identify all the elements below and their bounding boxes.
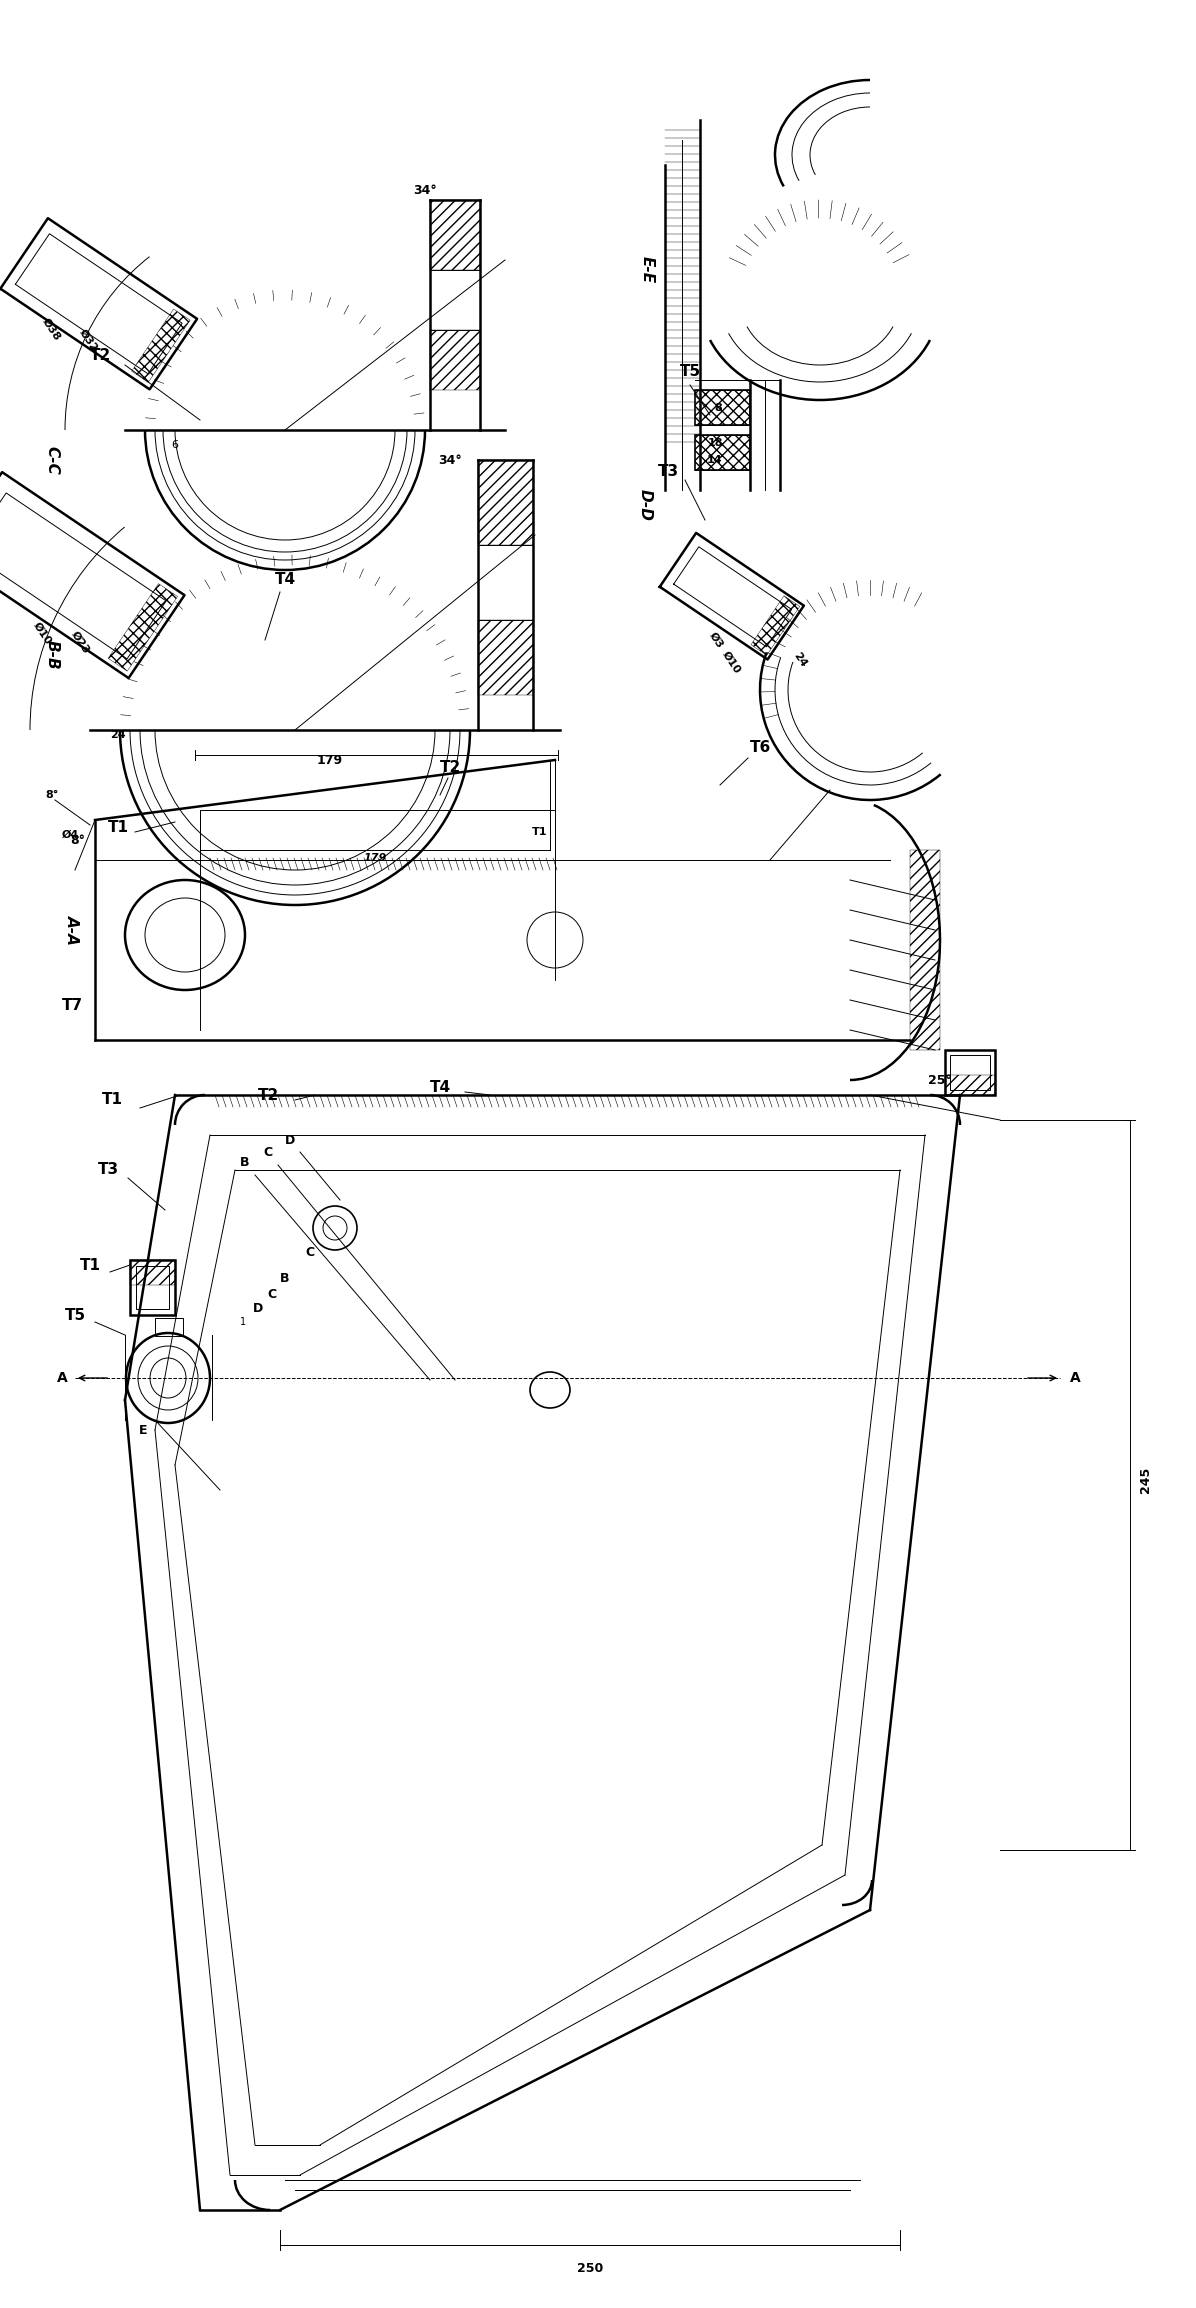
Text: 34°: 34° — [413, 185, 437, 196]
Text: 18: 18 — [707, 439, 722, 448]
Bar — [945, 1076, 995, 1094]
Text: 245: 245 — [1139, 1468, 1152, 1493]
Text: T1: T1 — [102, 1092, 122, 1108]
Bar — [136, 1267, 169, 1309]
Bar — [695, 434, 750, 471]
Text: T7: T7 — [61, 997, 83, 1013]
Text: 179: 179 — [364, 854, 386, 863]
Text: 1: 1 — [240, 1318, 246, 1327]
Text: 24: 24 — [792, 651, 808, 669]
Text: B-B: B-B — [44, 639, 60, 669]
Text: T2: T2 — [90, 349, 110, 362]
Text: B: B — [280, 1272, 289, 1286]
Text: T3: T3 — [97, 1163, 118, 1177]
Text: T5: T5 — [679, 365, 701, 379]
Text: A-A: A-A — [65, 914, 79, 944]
Text: Ø3: Ø3 — [708, 630, 725, 651]
Text: 8°: 8° — [45, 789, 59, 801]
Text: 34°: 34° — [438, 452, 462, 466]
Bar — [431, 201, 480, 270]
Text: C: C — [263, 1145, 273, 1159]
Text: Ø10: Ø10 — [32, 621, 54, 646]
Text: C: C — [268, 1288, 276, 1299]
Text: 14: 14 — [707, 455, 722, 464]
Bar — [945, 1050, 995, 1094]
Bar — [155, 1318, 183, 1336]
Text: 250: 250 — [576, 2262, 603, 2273]
Text: Ø10: Ø10 — [720, 651, 743, 676]
Bar — [695, 390, 750, 425]
Text: C-C: C-C — [44, 445, 60, 475]
Text: 8°: 8° — [71, 833, 85, 847]
Text: D: D — [252, 1302, 263, 1316]
Text: C: C — [305, 1246, 315, 1258]
Text: T1: T1 — [108, 822, 128, 835]
Text: T6: T6 — [750, 741, 770, 755]
Text: T1: T1 — [79, 1258, 100, 1272]
Text: T2: T2 — [257, 1087, 279, 1103]
Text: T3: T3 — [658, 464, 678, 480]
Text: E: E — [139, 1424, 147, 1436]
Text: T2: T2 — [439, 762, 460, 775]
Text: 179: 179 — [317, 752, 343, 766]
Text: T1: T1 — [532, 826, 548, 838]
Text: T4: T4 — [274, 572, 295, 589]
Text: 6: 6 — [171, 441, 178, 450]
Bar — [910, 849, 940, 1050]
Text: A: A — [56, 1371, 67, 1385]
Text: Ø4: Ø4 — [61, 831, 79, 840]
Text: T4: T4 — [429, 1080, 451, 1096]
Bar — [478, 621, 533, 695]
Text: D: D — [285, 1133, 295, 1147]
Text: D-D: D-D — [637, 489, 653, 522]
Bar — [130, 1260, 175, 1316]
Text: T5: T5 — [65, 1309, 86, 1322]
Text: Ø38: Ø38 — [41, 316, 62, 342]
Bar — [130, 1260, 175, 1286]
Bar — [478, 459, 533, 545]
Text: Ø23: Ø23 — [69, 630, 92, 655]
Text: 25°: 25° — [928, 1073, 952, 1087]
Text: Ø32: Ø32 — [78, 328, 99, 353]
Bar — [950, 1055, 990, 1089]
Bar — [431, 330, 480, 390]
Text: A: A — [1069, 1371, 1080, 1385]
Text: E-E: E-E — [640, 256, 654, 284]
Text: 24: 24 — [110, 729, 126, 741]
Text: 8: 8 — [714, 404, 722, 413]
Text: B: B — [240, 1156, 250, 1168]
